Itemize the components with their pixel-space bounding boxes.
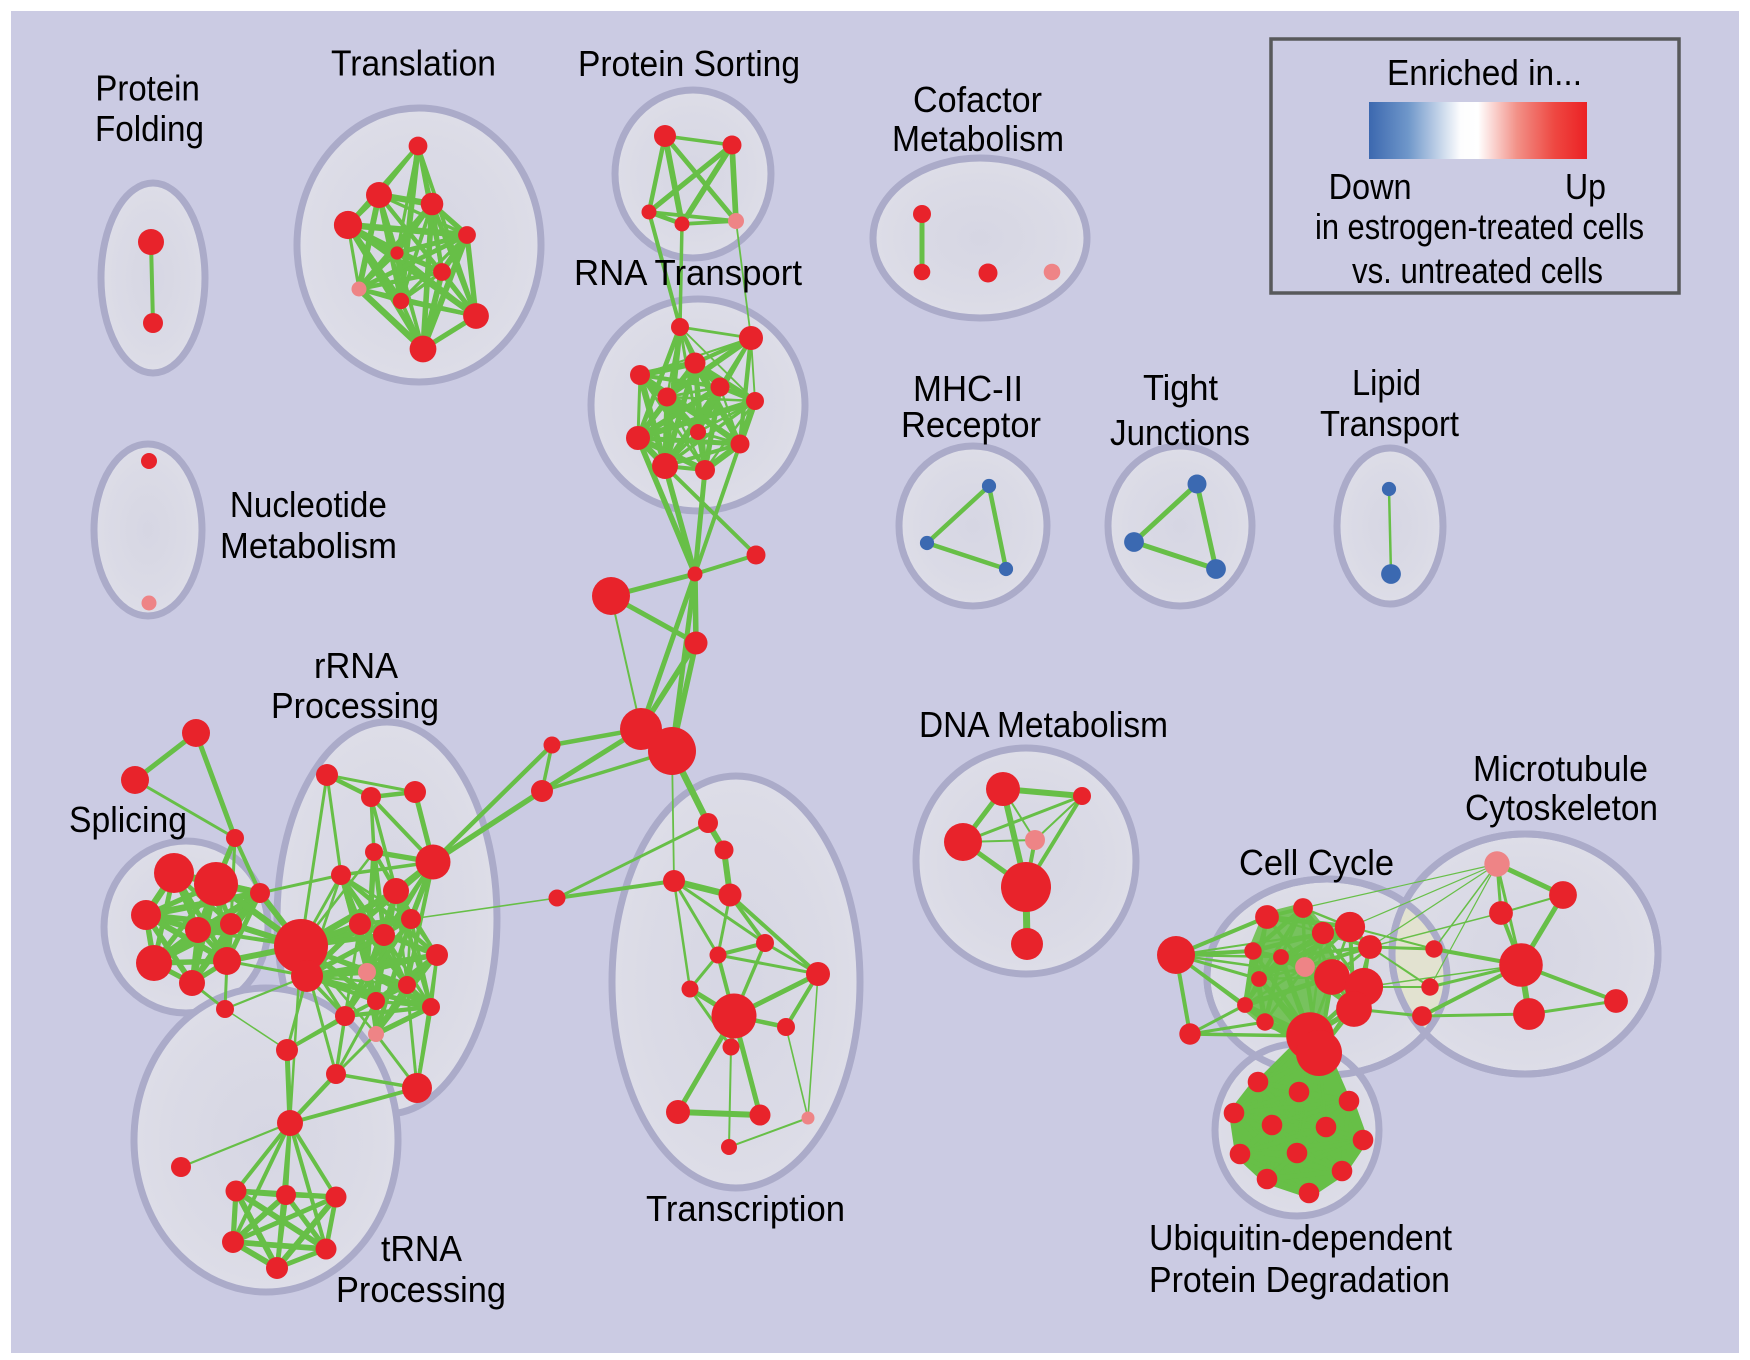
svg-text:Protein Degradation: Protein Degradation	[1149, 1259, 1450, 1300]
svg-text:Microtubule: Microtubule	[1473, 748, 1648, 789]
svg-text:Transport: Transport	[1320, 403, 1459, 444]
svg-text:Cofactor: Cofactor	[913, 79, 1042, 120]
svg-text:MHC-II: MHC-II	[913, 368, 1023, 409]
svg-text:Receptor: Receptor	[901, 404, 1041, 445]
svg-text:rRNA: rRNA	[314, 645, 398, 686]
svg-text:Transcription: Transcription	[646, 1188, 845, 1229]
svg-text:Nucleotide: Nucleotide	[230, 484, 387, 525]
svg-text:Lipid: Lipid	[1352, 362, 1421, 403]
svg-text:Translation: Translation	[331, 42, 496, 83]
svg-text:RNA Transport: RNA Transport	[574, 252, 802, 293]
svg-text:Protein: Protein	[95, 68, 199, 109]
svg-text:Down: Down	[1329, 166, 1412, 207]
svg-text:Ubiquitin-dependent: Ubiquitin-dependent	[1149, 1217, 1452, 1258]
svg-text:Metabolism: Metabolism	[220, 525, 397, 566]
svg-text:Cytoskeleton: Cytoskeleton	[1465, 787, 1658, 828]
svg-text:Protein Sorting: Protein Sorting	[578, 43, 800, 84]
svg-text:Tight: Tight	[1143, 367, 1218, 408]
svg-text:vs. untreated cells: vs. untreated cells	[1352, 250, 1603, 291]
svg-text:Splicing: Splicing	[69, 799, 187, 840]
svg-text:Metabolism: Metabolism	[892, 118, 1064, 159]
svg-text:Junctions: Junctions	[1110, 412, 1250, 453]
svg-text:Cell Cycle: Cell Cycle	[1239, 842, 1394, 883]
svg-text:DNA Metabolism: DNA Metabolism	[919, 704, 1168, 745]
svg-text:Folding: Folding	[95, 108, 204, 149]
svg-text:Processing: Processing	[336, 1269, 506, 1310]
svg-text:Up: Up	[1565, 166, 1606, 207]
svg-text:tRNA: tRNA	[381, 1228, 462, 1269]
svg-text:in estrogen-treated cells: in estrogen-treated cells	[1315, 206, 1644, 247]
svg-text:Processing: Processing	[271, 685, 439, 726]
svg-text:Enriched in...: Enriched in...	[1387, 52, 1582, 93]
